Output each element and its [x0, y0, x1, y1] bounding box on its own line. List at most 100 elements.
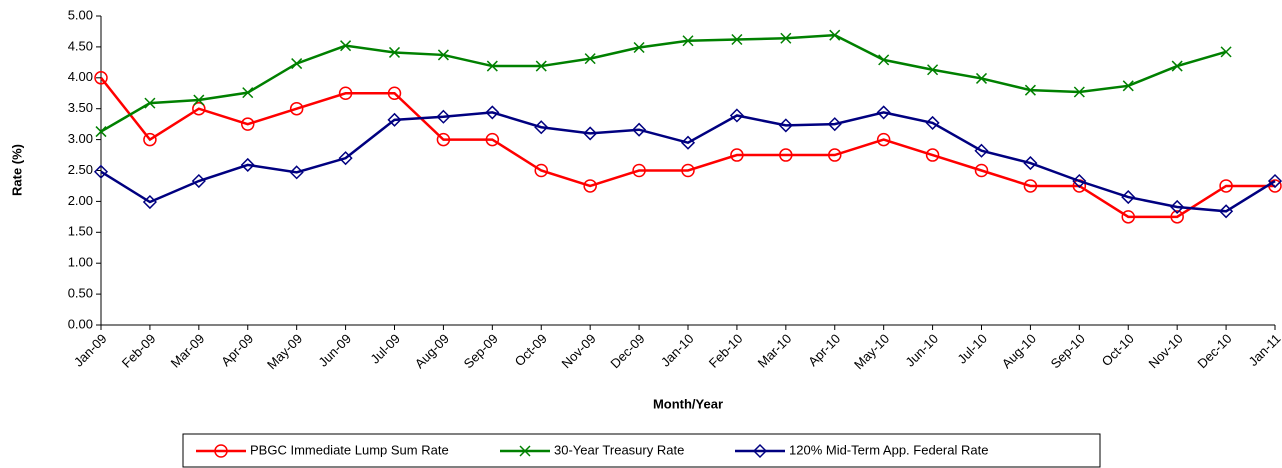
data-point [876, 132, 891, 147]
legend-box [182, 433, 1101, 468]
data-point [584, 53, 596, 65]
y-tick-label: 4.50 [68, 38, 93, 53]
data-point [925, 115, 940, 130]
x-tick-label: Feb-09 [119, 331, 159, 371]
x-tick-label: Jul-09 [367, 331, 403, 367]
legend-marker [519, 445, 531, 457]
data-point [485, 132, 500, 147]
data-point [927, 64, 939, 76]
data-point [242, 87, 254, 99]
x-tick-label: Jan-09 [71, 331, 110, 370]
legend-label: 30-Year Treasury Rate [554, 442, 684, 457]
data-point [486, 60, 498, 72]
data-point [731, 33, 743, 46]
data-point [632, 163, 646, 178]
data-point [1121, 190, 1136, 205]
data-point [827, 117, 842, 132]
x-tick-label: Jan-10 [658, 331, 697, 370]
y-tick-label: 4.00 [68, 69, 93, 84]
x-tick-label: Jul-10 [954, 331, 990, 367]
data-point [534, 120, 549, 135]
data-point [974, 163, 989, 178]
data-point [828, 148, 842, 162]
data-point [93, 164, 109, 179]
y-tick-label: 3.50 [68, 100, 93, 115]
data-point [1219, 179, 1233, 193]
data-point [191, 173, 206, 189]
x-tick-label: Apr-10 [805, 331, 843, 369]
data-point [1023, 179, 1038, 193]
x-tick-label: Mar-09 [168, 331, 208, 371]
x-tick-label: Aug-10 [999, 331, 1039, 371]
x-tick-label: Jun-10 [902, 331, 941, 370]
data-point [730, 148, 744, 162]
data-point [682, 35, 694, 47]
y-tick-label: 3.00 [68, 131, 93, 146]
data-point [1219, 204, 1234, 219]
x-tick-label: Jun-09 [315, 331, 354, 370]
data-point [338, 151, 353, 166]
y-axis-title: Rate (%) [9, 144, 24, 196]
data-point [437, 49, 449, 61]
data-point [778, 118, 793, 133]
data-point [780, 32, 792, 44]
x-tick-label: Oct-09 [512, 331, 550, 369]
data-point [829, 29, 841, 41]
series-line [100, 33, 1227, 133]
data-point [583, 179, 597, 193]
legend-marker [214, 444, 228, 458]
y-tick-label: 0.50 [68, 286, 93, 301]
y-tick-label: 2.00 [68, 193, 93, 208]
data-point [94, 71, 108, 85]
legend-label: 120% Mid-Term App. Federal Rate [789, 442, 988, 457]
y-tick-label: 1.00 [68, 255, 93, 270]
data-point [387, 112, 402, 127]
data-point [144, 97, 156, 109]
x-tick-label: Apr-09 [218, 331, 256, 369]
data-point [583, 126, 598, 141]
x-axis-title: Month/Year [653, 396, 723, 411]
data-point [291, 58, 303, 70]
data-point [436, 109, 451, 124]
data-point [876, 105, 891, 120]
series-line [100, 111, 1276, 213]
data-point [878, 54, 890, 66]
y-tick-label: 2.50 [68, 162, 93, 177]
data-point [534, 163, 548, 178]
data-point [1023, 156, 1038, 171]
x-tick-label: Sep-09 [461, 331, 501, 371]
y-tick-label: 5.00 [68, 7, 93, 22]
data-point [1171, 60, 1183, 72]
data-point [485, 105, 500, 120]
data-point [387, 86, 402, 100]
x-tick-label: Dec-10 [1194, 331, 1234, 371]
data-point [95, 126, 107, 138]
data-point [974, 143, 989, 158]
data-point [1170, 210, 1184, 224]
data-point [975, 72, 988, 84]
x-tick-label: Feb-10 [706, 331, 746, 371]
data-point [241, 117, 255, 131]
data-point [779, 148, 793, 162]
x-tick-label: Mar-10 [755, 331, 795, 371]
data-point [142, 194, 157, 210]
x-tick-label: Aug-09 [412, 331, 452, 371]
data-point [1024, 84, 1036, 96]
data-point [1220, 46, 1232, 58]
y-tick-label: 1.50 [68, 224, 93, 239]
data-point [289, 101, 304, 116]
x-tick-label: May-09 [264, 331, 305, 372]
series-line [100, 77, 1275, 219]
legend-marker [752, 443, 768, 459]
data-point [338, 86, 353, 100]
data-point [436, 132, 451, 147]
data-point [1122, 80, 1134, 92]
data-point [1073, 86, 1085, 98]
data-point [289, 165, 304, 180]
data-point [680, 135, 696, 150]
data-point [340, 40, 352, 52]
x-tick-label: Nov-09 [558, 331, 598, 371]
x-tick-label: Sep-10 [1048, 331, 1088, 371]
x-tick-label: May-10 [851, 331, 892, 372]
